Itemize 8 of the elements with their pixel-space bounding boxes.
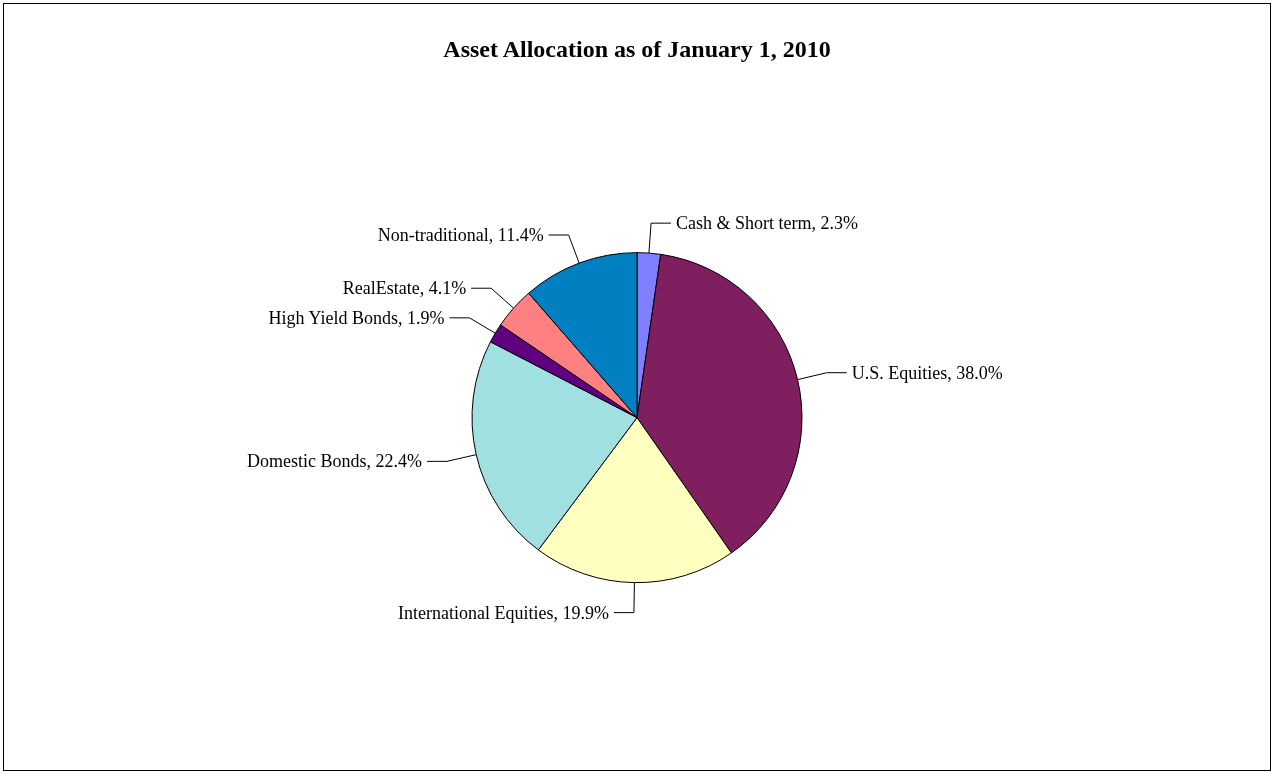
slice-label: International Equities, 19.9% <box>397 602 609 623</box>
chart-title: Asset Allocation as of January 1, 2010 <box>443 36 831 62</box>
slice-label: Non-traditional, 11.4% <box>377 225 544 246</box>
slice-label: High Yield Bonds, 1.9% <box>268 307 445 328</box>
slice-label: Domestic Bonds, 22.4% <box>246 451 422 472</box>
slice-label: Cash & Short term, 2.3% <box>676 213 859 234</box>
slice-label: U.S. Equities, 38.0% <box>851 362 1003 383</box>
slice-label: RealEstate, 4.1% <box>342 278 467 299</box>
